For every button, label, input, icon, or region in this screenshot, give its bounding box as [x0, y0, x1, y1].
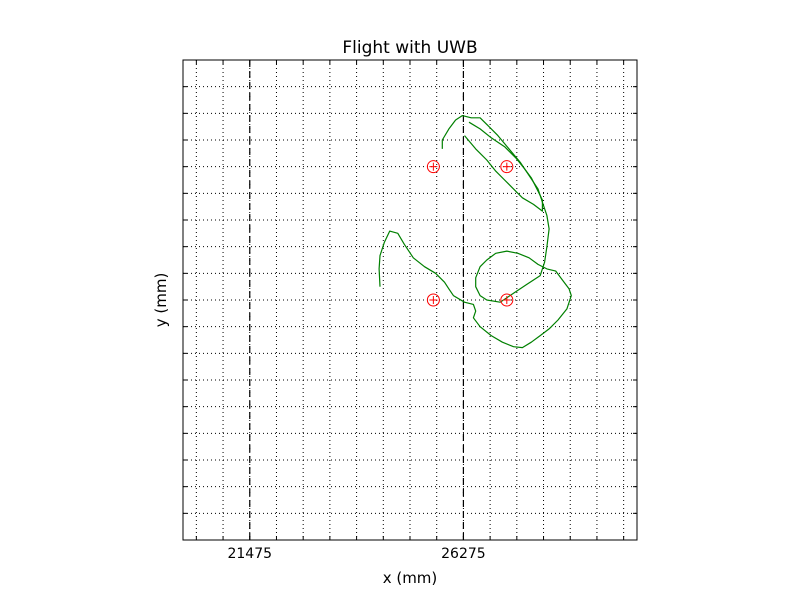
anchor-circle [426, 293, 440, 307]
flight-path-line [464, 121, 544, 212]
boundary-lines [249, 60, 465, 540]
anchor-circle [426, 160, 440, 174]
anchor-marker [500, 160, 514, 174]
anchor-circle [500, 160, 514, 174]
anchor-marker [500, 293, 514, 307]
anchor-circle [500, 293, 514, 307]
x-tick-label: 26275 [441, 546, 486, 562]
chart-title: Flight with UWB [342, 38, 477, 58]
anchor-marker [426, 160, 440, 174]
series-layer [378, 114, 572, 349]
anchor-marker [426, 293, 440, 307]
axis-ticks: 21475 26275 [183, 60, 637, 562]
x-tick-label: 21475 [227, 546, 272, 562]
x-axis-label: x (mm) [383, 569, 438, 587]
anchor-markers [426, 160, 514, 307]
y-axis-label: y (mm) [152, 273, 170, 328]
